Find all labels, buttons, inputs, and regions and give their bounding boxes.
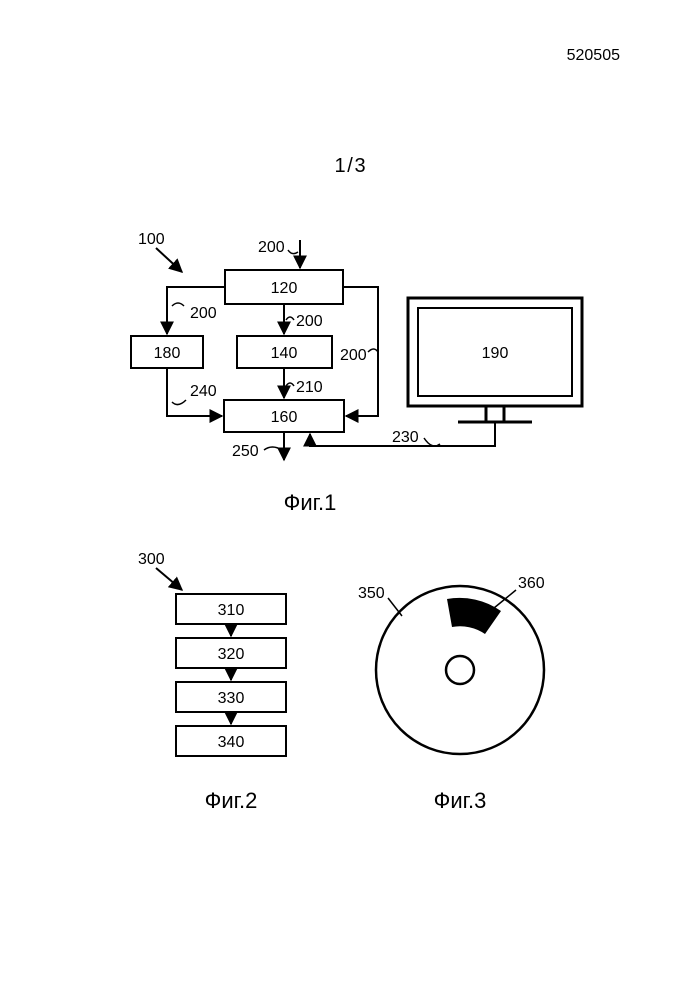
ref-300-label: 300 bbox=[138, 551, 165, 568]
doc-number: 520505 bbox=[567, 47, 620, 64]
fig1-caption: Фиг.1 bbox=[284, 490, 337, 515]
edge-230-label: 230 bbox=[392, 429, 419, 446]
ref-100-label: 100 bbox=[138, 231, 165, 248]
edge-210-label: 210 bbox=[296, 379, 323, 396]
disc-360-label: 360 bbox=[518, 575, 545, 592]
lead-230 bbox=[424, 438, 440, 446]
disc-350-label: 350 bbox=[358, 585, 385, 602]
edge-200-r-label: 200 bbox=[340, 347, 367, 364]
fig3-caption: Фиг.3 bbox=[434, 788, 487, 813]
fig2-caption: Фиг.2 bbox=[205, 788, 258, 813]
fig1: 120 140 160 180 190 bbox=[131, 231, 582, 515]
edge-250-label: 250 bbox=[232, 443, 259, 460]
lead-250 bbox=[264, 447, 282, 450]
box-310-label: 310 bbox=[218, 602, 245, 619]
lead-200-r bbox=[368, 349, 378, 352]
box-340-label: 340 bbox=[218, 734, 245, 751]
fig2: 300 310 320 330 340 Фиг.2 bbox=[138, 551, 286, 813]
box-180-label: 180 bbox=[154, 345, 181, 362]
lead-200-l bbox=[172, 303, 184, 306]
page-svg: 520505 1 / 3 120 140 160 180 bbox=[0, 0, 699, 1000]
edge-240-label: 240 bbox=[190, 383, 217, 400]
lead-210 bbox=[286, 383, 294, 386]
box-120-label: 120 bbox=[271, 280, 298, 297]
ref-100-arrow bbox=[156, 248, 182, 272]
disc-hole bbox=[446, 656, 474, 684]
box-320-label: 320 bbox=[218, 646, 245, 663]
page-num-slash: / bbox=[347, 155, 353, 177]
fig3: 350 360 Фиг.3 bbox=[358, 575, 545, 813]
edge-200-l-label: 200 bbox=[190, 305, 217, 322]
page-number: 1 / 3 bbox=[334, 155, 365, 177]
box-140-label: 140 bbox=[271, 345, 298, 362]
lead-350 bbox=[388, 598, 402, 616]
lead-200-m bbox=[286, 317, 294, 320]
box-190-label: 190 bbox=[482, 345, 509, 362]
page-num-bot: 3 bbox=[354, 155, 365, 177]
ref-300-arrow bbox=[156, 568, 182, 590]
edge-200-in-label: 200 bbox=[258, 239, 285, 256]
lead-200-in bbox=[288, 250, 298, 254]
disc-sector-fill bbox=[447, 598, 501, 634]
lead-240 bbox=[172, 400, 186, 405]
box-330-label: 330 bbox=[218, 690, 245, 707]
box-160-label: 160 bbox=[271, 409, 298, 426]
page-num-top: 1 bbox=[334, 155, 345, 177]
edge-200-m-label: 200 bbox=[296, 313, 323, 330]
